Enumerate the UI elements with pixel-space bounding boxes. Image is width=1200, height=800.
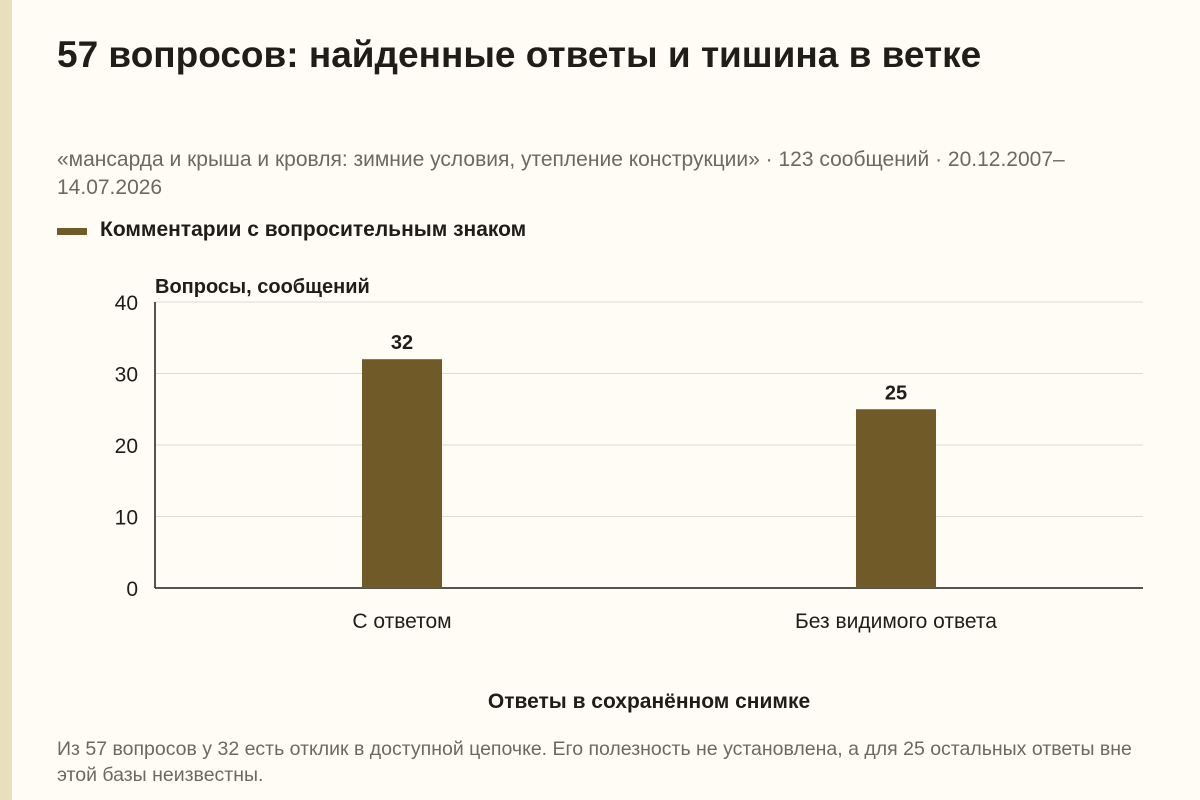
chart-legend: Комментарии с вопросительным знаком bbox=[57, 218, 526, 242]
y-tick-label: 30 bbox=[115, 364, 138, 387]
x-tick-label: Без видимого ответа bbox=[795, 610, 997, 633]
x-tick-label: С ответом bbox=[352, 610, 451, 633]
page-title: 57 вопросов: найденные ответы и тишина в… bbox=[57, 34, 982, 75]
y-tick-label: 10 bbox=[115, 507, 138, 530]
x-axis-title: Ответы в сохранённом снимке bbox=[488, 690, 810, 713]
bar-value-label: 32 bbox=[391, 332, 413, 354]
y-tick-label: 40 bbox=[115, 292, 138, 315]
y-tick-label: 0 bbox=[126, 578, 138, 601]
footnote: Из 57 вопросов у 32 есть отклик в доступ… bbox=[57, 738, 1132, 786]
y-axis-title: Вопросы, сообщений bbox=[155, 276, 370, 298]
bar-value-label: 25 bbox=[885, 382, 907, 404]
y-tick-label: 20 bbox=[115, 435, 138, 458]
page-subtitle: «мансарда и крыша и кровля: зимние услов… bbox=[57, 148, 1065, 199]
bar bbox=[856, 409, 936, 588]
legend-label: Комментарии с вопросительным знаком bbox=[100, 218, 527, 241]
legend-swatch bbox=[57, 227, 87, 235]
left-accent-stripe bbox=[0, 0, 12, 800]
bar bbox=[362, 359, 442, 588]
